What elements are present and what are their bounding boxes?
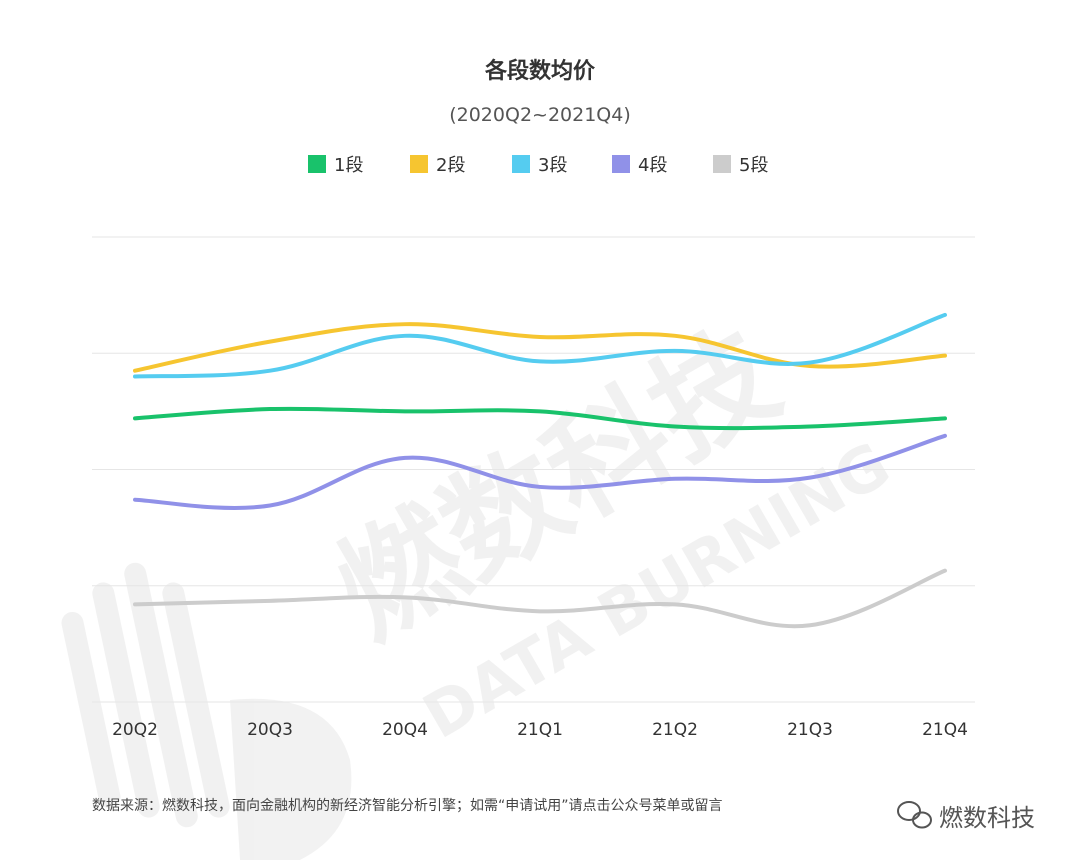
legend-swatch <box>512 155 530 173</box>
legend-label: 3段 <box>538 155 567 176</box>
series-line-5 <box>133 568 947 629</box>
x-tick-label: 20Q4 <box>382 720 428 740</box>
legend-item[interactable]: 3段 <box>512 155 567 176</box>
legend-label: 5段 <box>739 155 768 176</box>
series-line-3 <box>133 312 947 379</box>
chart-subtitle: (2020Q2~2021Q4) <box>449 104 631 126</box>
legend-item[interactable]: 4段 <box>612 155 667 176</box>
x-axis: 20Q2 20Q3 20Q4 21Q1 21Q2 21Q3 21Q4 <box>112 720 968 740</box>
x-tick-label: 20Q2 <box>112 720 158 740</box>
legend-item[interactable]: 5段 <box>713 155 768 176</box>
chart-title: 各段数均价 <box>484 58 596 84</box>
series-line-1 <box>133 406 947 431</box>
legend-swatch <box>308 155 326 173</box>
brand-name: 燃数科技 <box>939 804 1035 832</box>
legend-swatch <box>410 155 428 173</box>
legend-item[interactable]: 1段 <box>308 155 363 176</box>
legend-item[interactable]: 2段 <box>410 155 465 176</box>
legend: 1段 2段 3段 4段 5段 <box>308 155 768 176</box>
x-tick-label: 20Q3 <box>247 720 293 740</box>
source-note: 数据来源：燃数科技，面向金融机构的新经济智能分析引擎；如需“申请试用”请点击公众… <box>92 797 723 814</box>
watermark: 燃数科技 DATA BURNING <box>61 305 902 860</box>
x-tick-label: 21Q2 <box>652 720 698 740</box>
x-tick-label: 21Q1 <box>517 720 563 740</box>
x-tick-label: 21Q3 <box>787 720 833 740</box>
series-line-4 <box>133 433 947 510</box>
legend-label: 4段 <box>638 155 667 176</box>
brand: 燃数科技 <box>897 801 1035 832</box>
legend-swatch <box>713 155 731 173</box>
series-line-2 <box>133 322 947 373</box>
grid <box>92 236 975 703</box>
series-lines <box>133 312 947 629</box>
x-tick-label: 21Q4 <box>922 720 968 740</box>
wechat-icon <box>897 801 932 829</box>
watermark-logo <box>61 562 352 860</box>
legend-label: 2段 <box>436 155 465 176</box>
legend-label: 1段 <box>334 155 363 176</box>
legend-swatch <box>612 155 630 173</box>
